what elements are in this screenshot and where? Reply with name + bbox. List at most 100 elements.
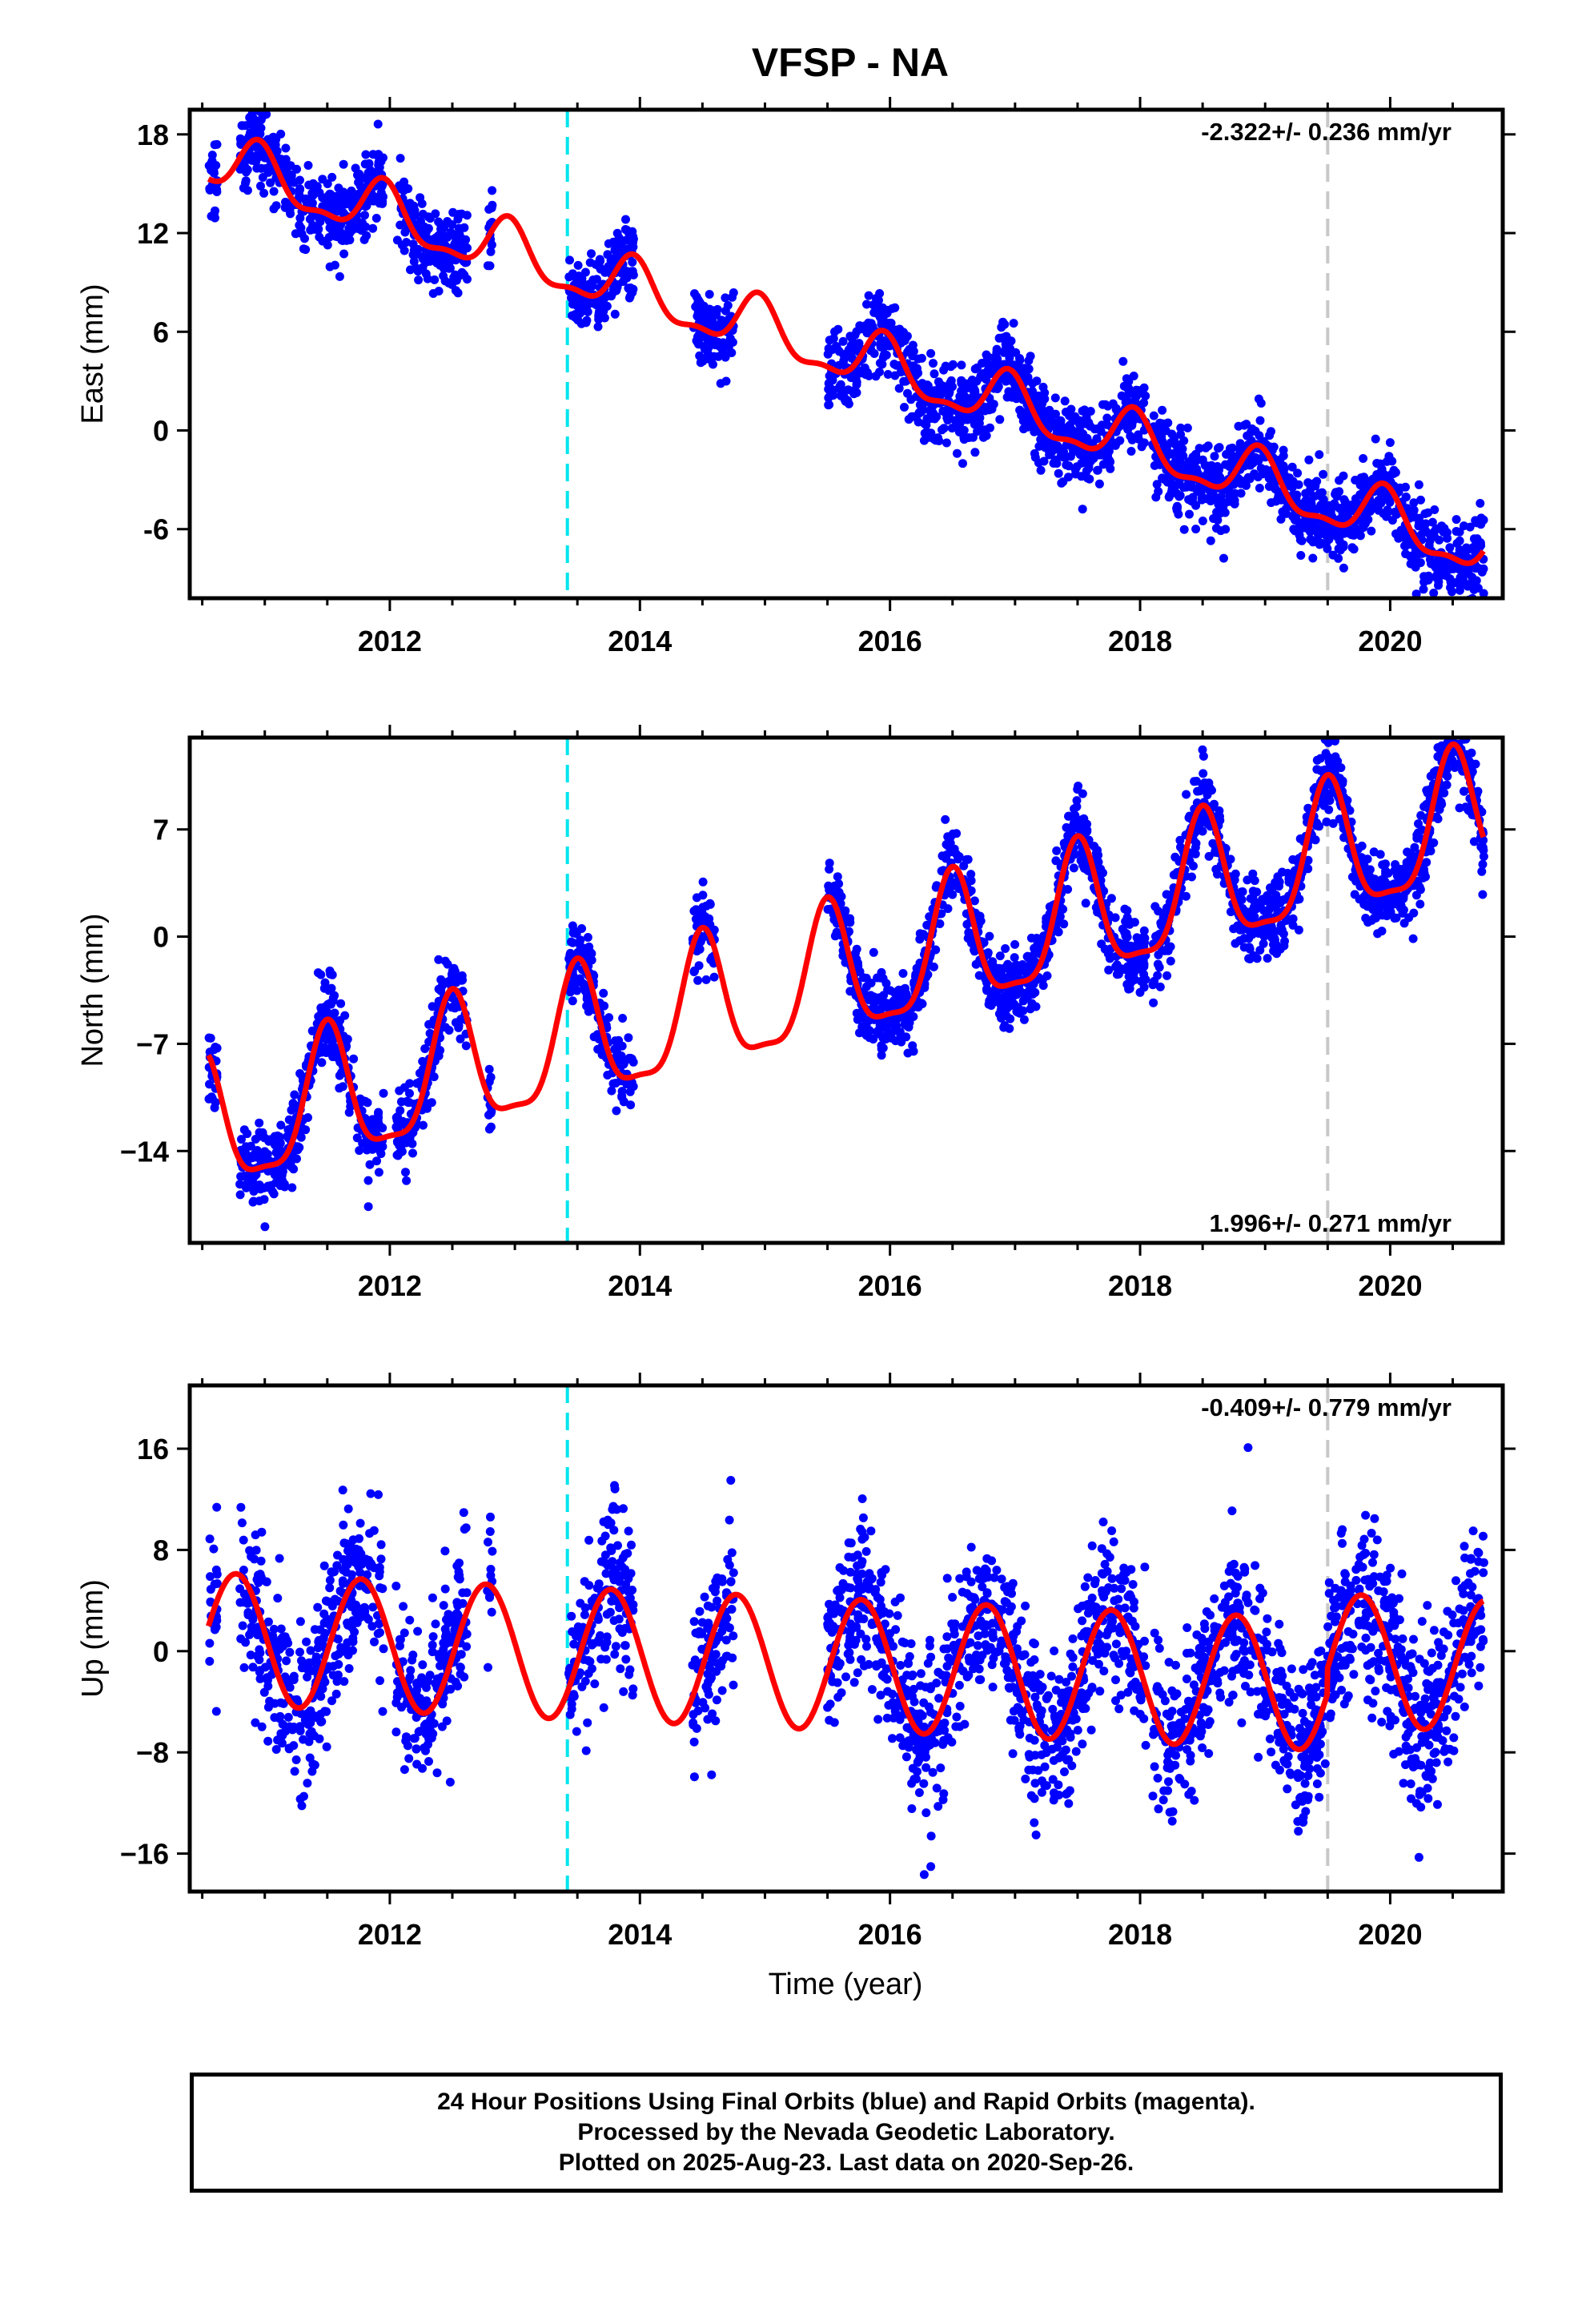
east-point — [1470, 578, 1480, 588]
north-point — [1190, 777, 1199, 786]
east-point — [1122, 374, 1131, 384]
east-point — [838, 336, 848, 346]
north-point — [461, 1041, 471, 1051]
north-point — [327, 970, 337, 979]
east-point — [973, 427, 982, 436]
east-point — [235, 164, 245, 174]
east-point — [252, 163, 262, 173]
east-point — [1466, 614, 1475, 623]
east-point — [276, 129, 286, 139]
east-point — [1191, 525, 1201, 534]
east-point — [1206, 536, 1215, 545]
north-point — [1123, 943, 1133, 952]
east-point — [1084, 464, 1094, 473]
east-point — [583, 307, 592, 316]
east-point — [1078, 406, 1087, 416]
east-point — [1431, 563, 1440, 573]
east-point — [982, 353, 992, 363]
north-point — [379, 1088, 388, 1098]
north-point — [991, 997, 1001, 1006]
east-point — [883, 370, 893, 379]
east-point — [1137, 442, 1146, 452]
north-point — [359, 1096, 368, 1106]
east-point — [1304, 455, 1314, 464]
east-point — [992, 344, 1002, 354]
east-point — [360, 211, 369, 220]
east-point — [1312, 476, 1322, 486]
east-point — [862, 300, 871, 309]
east-point — [1164, 493, 1174, 502]
north-point — [1450, 726, 1459, 734]
east-point — [595, 263, 604, 272]
east-point — [909, 347, 918, 356]
east-point — [604, 262, 613, 271]
east-point — [702, 340, 712, 349]
east-point — [1154, 487, 1163, 497]
north-points — [204, 726, 1488, 1232]
north-point — [374, 1108, 383, 1118]
north-point — [627, 1054, 636, 1063]
east-point — [690, 289, 699, 299]
north-point — [869, 947, 878, 957]
east-point — [877, 360, 887, 369]
east-point — [431, 233, 440, 243]
east-point — [1166, 438, 1175, 448]
east-point — [823, 349, 833, 359]
east-point — [399, 186, 408, 195]
east-point — [1018, 416, 1028, 426]
east-point — [1315, 540, 1324, 549]
east-point — [1376, 497, 1386, 507]
east-point — [1060, 396, 1070, 406]
north-point — [244, 1177, 254, 1187]
east-point — [1303, 523, 1311, 533]
north-point — [903, 1048, 913, 1058]
east-point — [1332, 492, 1342, 501]
east-point — [966, 393, 976, 403]
north-point — [486, 1072, 496, 1082]
east-point — [1176, 446, 1186, 455]
east-point — [942, 413, 952, 423]
north-point — [1373, 929, 1383, 939]
east-point — [1275, 455, 1285, 464]
north-point — [1132, 933, 1142, 943]
east-point — [258, 112, 267, 121]
north-point — [901, 983, 909, 993]
north-point — [938, 851, 947, 861]
east-point — [1179, 525, 1189, 534]
north-point — [251, 1135, 260, 1144]
east-point — [1435, 535, 1444, 545]
east-point — [1420, 525, 1430, 535]
east-point — [841, 396, 850, 406]
east-point — [1078, 505, 1087, 514]
north-point — [324, 986, 334, 995]
east-model-line — [206, 136, 1486, 566]
north-point — [1030, 987, 1040, 997]
north-point — [1106, 894, 1116, 903]
east-point — [1427, 517, 1437, 527]
east-point — [1276, 514, 1286, 524]
north-point — [1447, 756, 1457, 766]
east-point — [1062, 460, 1071, 470]
east-point — [1036, 435, 1046, 444]
east-xtick-label: 2018 — [1108, 625, 1172, 657]
east-point — [314, 224, 323, 234]
north-point — [287, 1105, 296, 1115]
east-point — [862, 368, 872, 377]
east-point — [325, 189, 335, 199]
east-point — [1303, 496, 1312, 505]
east-point — [1019, 368, 1029, 378]
north-point — [1022, 952, 1032, 961]
east-point — [280, 165, 290, 175]
north-point — [825, 885, 834, 895]
north-point — [1235, 936, 1244, 946]
north-point — [1252, 887, 1262, 897]
east-ytick-label: 6 — [153, 316, 169, 348]
north-point — [1069, 863, 1078, 873]
east-point — [1271, 484, 1280, 493]
east-point — [454, 223, 464, 233]
east-point — [266, 178, 275, 187]
east-point — [595, 255, 604, 264]
east-point — [488, 186, 497, 195]
east-point — [295, 185, 304, 195]
east-point — [1319, 469, 1328, 479]
